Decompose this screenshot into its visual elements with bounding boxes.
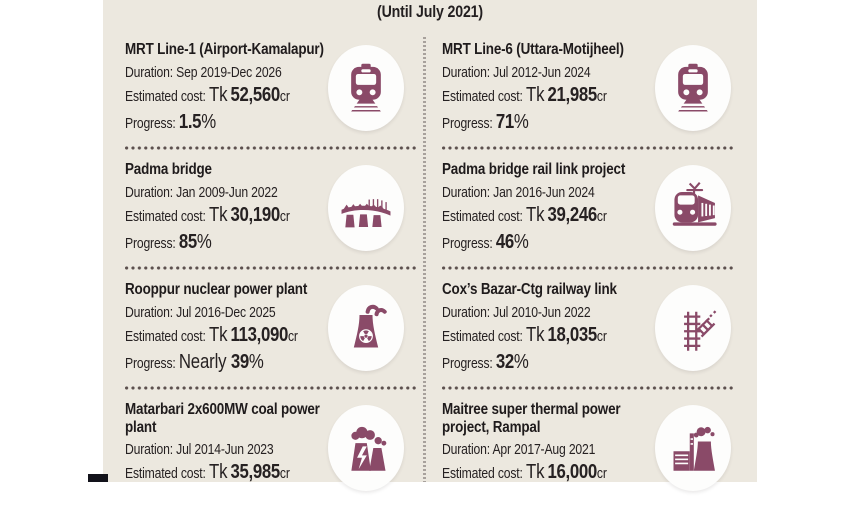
icon-circle: [655, 45, 731, 131]
project-card: Maitree super thermal power project, Ram…: [440, 398, 757, 518]
infographic-panel: (Until July 2021) MRT Line-1 (Airport-Ka…: [103, 0, 757, 491]
project-card: Matarbari 2x600MW coal power plant Durat…: [103, 398, 423, 518]
project-card: Padma bridge Duration: Jan 2009-Jun 2022…: [103, 158, 423, 278]
right-column: MRT Line-6 (Uttara-Motijheel) Duration: …: [440, 38, 757, 518]
project-title: Cox’s Bazar-Ctg railway link: [442, 281, 617, 298]
project-title: Padma bridge rail link project: [442, 161, 626, 178]
project-card: MRT Line-6 (Uttara-Motijheel) Duration: …: [440, 38, 757, 158]
project-duration: Duration: Jul 2012-Jun 2024: [442, 64, 591, 81]
project-card: MRT Line-1 (Airport-Kamalapur) Duration:…: [103, 38, 423, 158]
header-note: (Until July 2021): [377, 3, 483, 21]
thermal-power-plant-icon: [673, 426, 715, 471]
row-separator: [442, 146, 733, 150]
project-duration: Duration: Sep 2019-Dec 2026: [125, 64, 282, 81]
row-separator: [125, 386, 418, 390]
icon-circle: [328, 165, 404, 251]
row-separator: [442, 386, 733, 390]
icon-circle: [328, 45, 404, 131]
column-divider: [423, 37, 426, 482]
metro-train-icon: [351, 63, 381, 112]
project-duration: Duration: Jul 2016-Dec 2025: [125, 304, 276, 321]
electric-train-icon: [672, 182, 717, 226]
project-progress: Progress: 71%: [442, 110, 529, 133]
project-progress: Progress: 85%: [125, 230, 212, 253]
project-title: Maitree super thermal power project, Ram…: [442, 401, 621, 436]
project-progress: Progress: Nearly 39%: [125, 350, 264, 373]
row-separator: [125, 146, 418, 150]
project-duration: Duration: Jul 2010-Jun 2022: [442, 304, 591, 321]
project-progress: Progress: 1.5%: [125, 110, 216, 133]
project-duration: Duration: Jan 2016-Jun 2024: [442, 184, 595, 201]
project-title: MRT Line-6 (Uttara-Motijheel): [442, 41, 624, 58]
railway-track-icon: [684, 310, 717, 351]
project-duration: Duration: Jul 2014-Jun 2023: [125, 442, 274, 458]
project-title: Rooppur nuclear power plant: [125, 281, 308, 298]
icon-circle: [655, 165, 731, 251]
metro-train-icon: [678, 63, 708, 112]
project-cost: Estimated cost: Tk 21,985cr: [442, 83, 607, 106]
cutoff-dark-element: [88, 474, 108, 482]
icon-circle: [328, 285, 404, 371]
row-separator: [125, 266, 418, 270]
project-duration: Duration: Jan 2009-Jun 2022: [125, 184, 278, 201]
project-cost: Estimated cost: Tk 52,560cr: [125, 83, 290, 106]
project-cost: Estimated cost: Tk 18,035cr: [442, 323, 607, 346]
left-column: MRT Line-1 (Airport-Kamalapur) Duration:…: [103, 38, 423, 518]
project-card: Cox’s Bazar-Ctg railway link Duration: J…: [440, 278, 757, 398]
row-separator: [442, 266, 733, 270]
icon-circle: [655, 285, 731, 371]
project-cost: Estimated cost: Tk 16,000cr: [442, 461, 607, 483]
truss-bridge-icon: [341, 199, 391, 228]
project-cost: Estimated cost: Tk 35,985cr: [125, 461, 290, 483]
project-title: Padma bridge: [125, 161, 212, 178]
project-cost: Estimated cost: Tk 30,190cr: [125, 203, 290, 226]
project-cost: Estimated cost: Tk 113,090cr: [125, 323, 298, 346]
project-duration: Duration: Apr 2017-Aug 2021: [442, 442, 596, 458]
project-progress: Progress: 32%: [442, 350, 529, 373]
icon-circle: [328, 405, 404, 491]
project-card: Rooppur nuclear power plant Duration: Ju…: [103, 278, 423, 398]
project-card: Padma bridge rail link project Duration:…: [440, 158, 757, 278]
project-title: MRT Line-1 (Airport-Kamalapur): [125, 41, 324, 58]
icon-circle: [655, 405, 731, 491]
project-title: Matarbari 2x600MW coal power plant: [125, 401, 320, 436]
project-progress: Progress: 46%: [442, 230, 529, 253]
coal-power-plant-icon: [351, 426, 387, 471]
nuclear-plant-icon: [353, 304, 387, 348]
project-cost: Estimated cost: Tk 39,246cr: [442, 203, 607, 226]
